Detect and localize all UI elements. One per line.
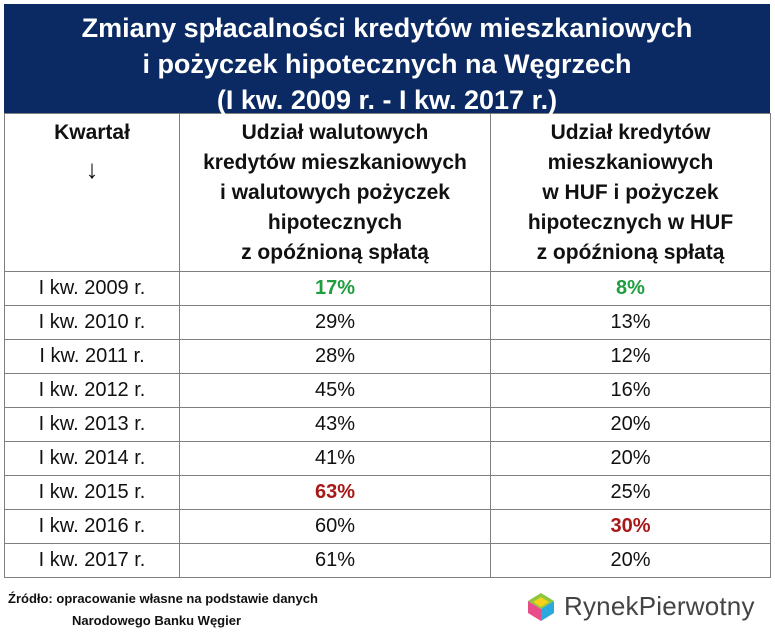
- quarter-cell: I kw. 2010 r.: [4, 305, 180, 340]
- source-line-1: Źródło: opracowanie własne na podstawie …: [8, 591, 318, 606]
- source-note: Źródło: opracowanie własne na podstawie …: [8, 588, 318, 632]
- fx-value-cell: 60%: [179, 509, 491, 544]
- huf-value-cell: 30%: [490, 509, 771, 544]
- header-huf-line: mieszkaniowych: [547, 151, 714, 174]
- table-card: Zmiany spłacalności kredytów mieszkaniow…: [4, 4, 771, 578]
- header-fx: Udział walutowych kredytów mieszkaniowyc…: [179, 113, 491, 272]
- huf-value-cell: 20%: [490, 543, 771, 578]
- header-huf-line: hipotecznych w HUF: [527, 211, 734, 234]
- table-row: I kw. 2015 r. 63% 25%: [4, 475, 771, 510]
- huf-value-cell: 20%: [490, 407, 771, 442]
- header-row: Kwartał ↓ Udział walutowych kredytów mie…: [4, 113, 771, 272]
- quarter-cell: I kw. 2011 r.: [4, 339, 180, 374]
- data-table: Kwartał ↓ Udział walutowych kredytów mie…: [4, 113, 771, 578]
- header-quarter-label: Kwartał: [54, 121, 130, 144]
- quarter-cell: I kw. 2015 r.: [4, 475, 180, 510]
- title-line-2: i pożyczek hipotecznych na Węgrzech: [142, 49, 632, 79]
- fx-value-cell: 43%: [179, 407, 491, 442]
- down-arrow-icon: ↓: [85, 154, 99, 184]
- table-row: I kw. 2010 r. 29% 13%: [4, 305, 771, 340]
- header-fx-line: z opóźnioną spłatą: [241, 241, 429, 264]
- quarter-cell: I kw. 2009 r.: [4, 271, 180, 306]
- huf-value-cell: 13%: [490, 305, 771, 340]
- logo-text-b: Pierwotny: [638, 590, 755, 621]
- fx-value-cell: 45%: [179, 373, 491, 408]
- table-row: I kw. 2013 r. 43% 20%: [4, 407, 771, 442]
- header-fx-line: i walutowych pożyczek: [220, 181, 450, 204]
- huf-value-cell: 20%: [490, 441, 771, 476]
- huf-value-cell: 8%: [490, 271, 771, 306]
- table-row: I kw. 2016 r. 60% 30%: [4, 509, 771, 544]
- table-row: I kw. 2014 r. 41% 20%: [4, 441, 771, 476]
- header-fx-line: Udział walutowych: [241, 121, 429, 144]
- fx-value-cell: 28%: [179, 339, 491, 374]
- fx-value-cell: 17%: [179, 271, 491, 306]
- fx-value-cell: 63%: [179, 475, 491, 510]
- huf-value-cell: 12%: [490, 339, 771, 374]
- quarter-cell: I kw. 2017 r.: [4, 543, 180, 578]
- title-line-1: Zmiany spłacalności kredytów mieszkaniow…: [81, 13, 693, 43]
- huf-value-cell: 25%: [490, 475, 771, 510]
- table-row: I kw. 2009 r. 17% 8%: [4, 271, 771, 306]
- fx-value-cell: 61%: [179, 543, 491, 578]
- title-line-3: (I kw. 2009 r. - I kw. 2017 r.): [216, 85, 558, 115]
- quarter-cell: I kw. 2016 r.: [4, 509, 180, 544]
- header-huf: Udział kredytów mieszkaniowych w HUF i p…: [490, 113, 771, 272]
- quarter-cell: I kw. 2013 r.: [4, 407, 180, 442]
- source-line-2: Narodowego Banku Węgier: [72, 613, 242, 628]
- huf-value-cell: 16%: [490, 373, 771, 408]
- header-fx-line: kredytów mieszkaniowych: [203, 151, 467, 174]
- logo-text-a: Rynek: [564, 590, 639, 621]
- table-body: I kw. 2009 r. 17% 8% I kw. 2010 r. 29% 13% I k…: [4, 271, 771, 578]
- header-huf-line: w HUF i pożyczek: [542, 181, 719, 204]
- header-fx-line: hipotecznych: [267, 211, 403, 234]
- fx-value-cell: 41%: [179, 441, 491, 476]
- logo: RynekPierwotny: [524, 588, 755, 624]
- table-row: I kw. 2011 r. 28% 12%: [4, 339, 771, 374]
- header-quarter: Kwartał ↓: [4, 113, 180, 272]
- table-row: I kw. 2012 r. 45% 16%: [4, 373, 771, 408]
- header-huf-line: z opóźnioną spłatą: [536, 241, 725, 264]
- chart-title: Zmiany spłacalności kredytów mieszkaniow…: [4, 4, 770, 115]
- quarter-cell: I kw. 2014 r.: [4, 441, 180, 476]
- header-huf-line: Udział kredytów: [550, 121, 711, 144]
- fx-value-cell: 29%: [179, 305, 491, 340]
- quarter-cell: I kw. 2012 r.: [4, 373, 180, 408]
- house-cube-icon: [528, 593, 554, 621]
- table-row: I kw. 2017 r. 61% 20%: [4, 543, 771, 578]
- logo-text: RynekPierwotny: [564, 591, 755, 622]
- footer: Źródło: opracowanie własne na podstawie …: [0, 588, 775, 636]
